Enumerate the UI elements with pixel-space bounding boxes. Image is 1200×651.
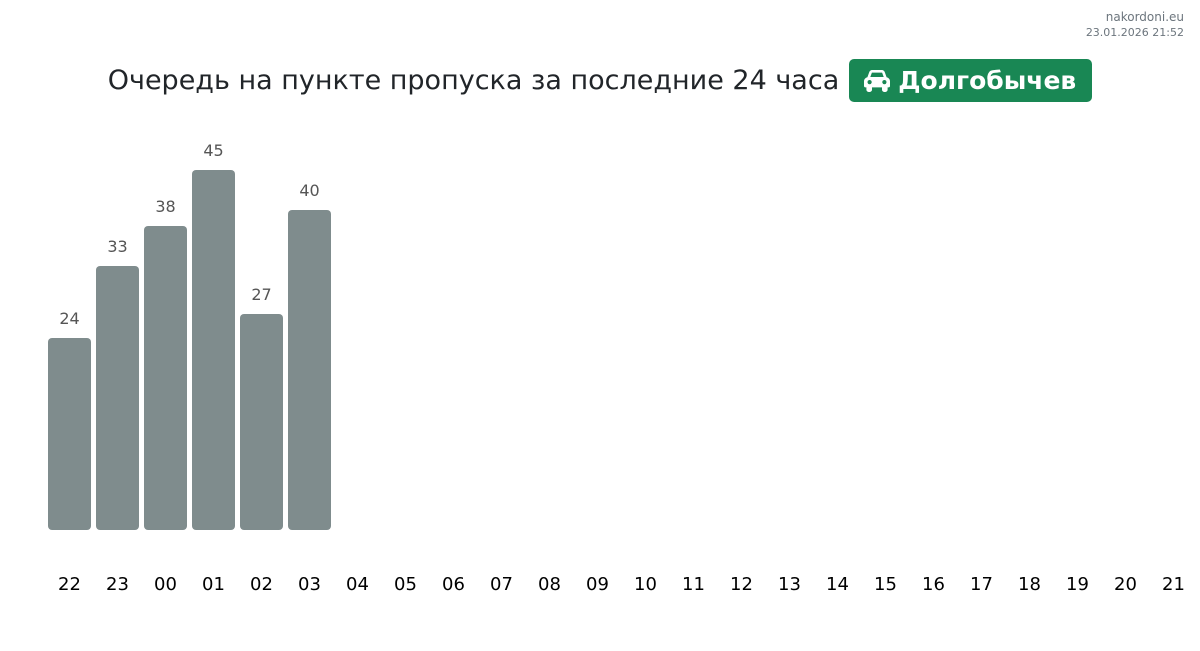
timestamp: 23.01.2026 21:52 bbox=[1085, 26, 1184, 39]
x-tick-label-05: 05 bbox=[394, 574, 417, 595]
chart-title: Очередь на пункте пропуска за последние … bbox=[107, 65, 840, 96]
x-tick-label-19: 19 bbox=[1066, 574, 1089, 595]
x-tick-label-00: 00 bbox=[154, 574, 177, 595]
x-tick-label-09: 09 bbox=[586, 574, 609, 595]
x-tick-label-13: 13 bbox=[778, 574, 801, 595]
x-tick-label-11: 11 bbox=[682, 574, 705, 595]
x-tick-label-22: 22 bbox=[58, 574, 81, 595]
car-icon bbox=[864, 69, 891, 92]
x-tick-label-12: 12 bbox=[730, 574, 753, 595]
x-tick-label-04: 04 bbox=[346, 574, 369, 595]
value-label-00: 38 bbox=[155, 197, 175, 216]
x-tick-label-01: 01 bbox=[202, 574, 225, 595]
bar-22 bbox=[48, 338, 91, 530]
x-tick-label-18: 18 bbox=[1018, 574, 1041, 595]
x-tick-label-17: 17 bbox=[970, 574, 993, 595]
bar-01 bbox=[192, 170, 235, 530]
checkpoint-badge: Долгобычев bbox=[849, 59, 1093, 102]
checkpoint-name: Долгобычев bbox=[898, 66, 1077, 95]
x-tick-label-07: 07 bbox=[490, 574, 513, 595]
site-name: nakordoni.eu bbox=[1105, 10, 1184, 24]
value-label-22: 24 bbox=[59, 309, 79, 328]
value-label-01: 45 bbox=[203, 141, 223, 160]
brand-block: nakordoni.eu 23.01.2026 21:52 bbox=[1086, 9, 1184, 41]
x-tick-label-03: 03 bbox=[298, 574, 321, 595]
title-row: Очередь на пункте пропуска за последние … bbox=[0, 59, 1200, 102]
bar-03 bbox=[288, 210, 331, 530]
value-label-02: 27 bbox=[251, 285, 271, 304]
x-tick-label-21: 21 bbox=[1162, 574, 1185, 595]
bar-02 bbox=[240, 314, 283, 530]
x-tick-label-06: 06 bbox=[442, 574, 465, 595]
x-tick-label-02: 02 bbox=[250, 574, 273, 595]
x-tick-label-20: 20 bbox=[1114, 574, 1137, 595]
bar-00 bbox=[144, 226, 187, 530]
x-tick-label-10: 10 bbox=[634, 574, 657, 595]
bar-23 bbox=[96, 266, 139, 530]
x-tick-label-15: 15 bbox=[874, 574, 897, 595]
value-label-23: 33 bbox=[107, 237, 127, 256]
x-tick-label-08: 08 bbox=[538, 574, 561, 595]
x-tick-label-14: 14 bbox=[826, 574, 849, 595]
x-tick-label-23: 23 bbox=[106, 574, 129, 595]
value-label-03: 40 bbox=[299, 181, 319, 200]
x-tick-label-16: 16 bbox=[922, 574, 945, 595]
